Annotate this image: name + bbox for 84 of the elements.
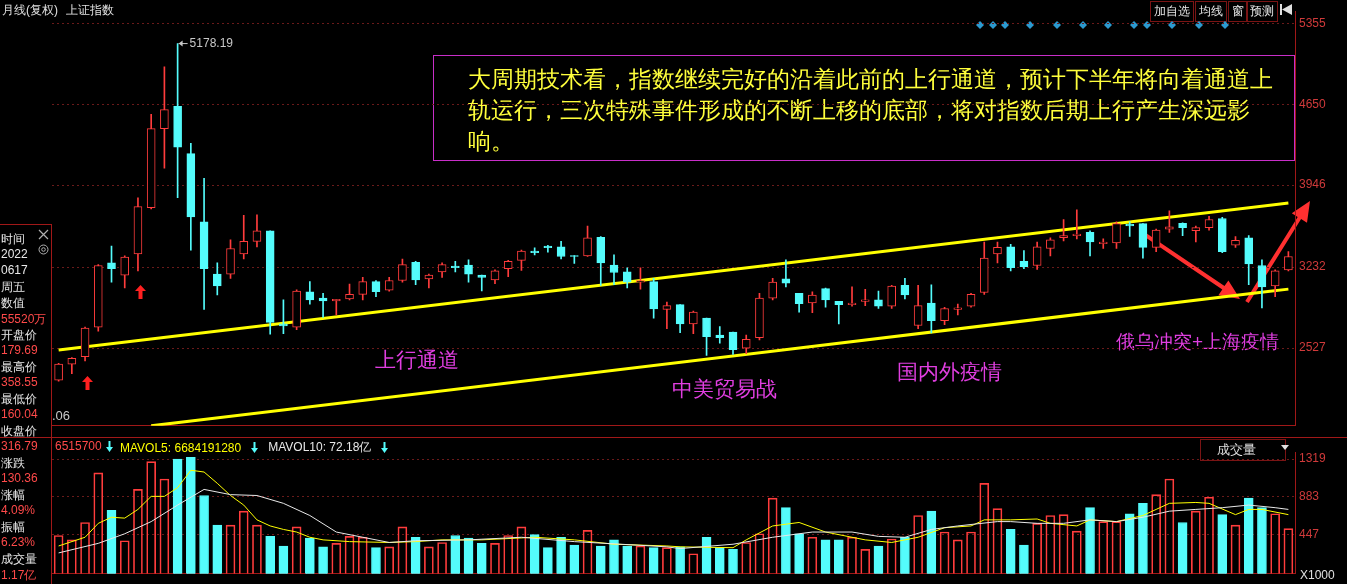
text: 成交量 — [1, 551, 37, 568]
y-tick-label: 1319 — [1299, 451, 1327, 466]
bar — [1019, 544, 1029, 574]
text: X1000 — [1300, 568, 1335, 582]
bar — [186, 456, 196, 574]
y-tick-label: 2527 — [1299, 340, 1327, 355]
text: 收盘价 — [1, 423, 37, 440]
bar — [1138, 503, 1148, 574]
annotation: 预测 — [1246, 1, 1278, 22]
candlestick — [662, 301, 672, 330]
text: 4.09% — [1, 503, 36, 517]
bar — [622, 545, 633, 574]
candlestick — [834, 301, 844, 325]
text: 开盘价 — [1, 327, 37, 344]
bar — [1257, 507, 1267, 574]
text: 55520万 — [1, 311, 47, 328]
bar — [569, 544, 580, 574]
text: 130.36 — [1, 471, 38, 485]
text: 时间 — [1, 231, 25, 248]
text: 涨幅 — [1, 487, 25, 504]
text: 最低价 — [1, 391, 37, 408]
annotation: 国内外疫情 — [897, 359, 1002, 385]
bar — [714, 547, 725, 574]
chart-subtitle: 上证指数 — [66, 2, 114, 19]
annotation: 上行通道 — [375, 347, 459, 373]
bar — [212, 524, 223, 574]
annotation: 5178.19 — [189, 35, 234, 50]
bar — [1243, 497, 1254, 574]
text: MAVOL10: 72.18亿 — [268, 439, 372, 456]
text: 6.23% — [1, 535, 36, 549]
bar — [450, 535, 461, 574]
y-tick-label: 447 — [1299, 527, 1320, 542]
bar — [1005, 529, 1016, 574]
annotation: 中美贸易战 — [672, 376, 777, 402]
text: 2022 — [1, 247, 28, 261]
bar — [1177, 522, 1188, 574]
bar — [1217, 514, 1228, 574]
text: 周五 — [1, 279, 25, 296]
text: 最高价 — [1, 359, 37, 376]
text: 316.79 — [1, 439, 38, 453]
candlestick — [953, 303, 963, 316]
y-tick-label: 3946 — [1299, 177, 1327, 192]
bar — [833, 539, 844, 574]
annotation: 加自选 — [1150, 1, 1194, 22]
bar — [199, 495, 209, 574]
y-tick-label: 5355 — [1299, 15, 1327, 30]
annotation: 均线 — [1195, 1, 1227, 22]
bar — [543, 547, 553, 574]
bar — [318, 546, 328, 574]
text: 1.17亿 — [1, 567, 37, 584]
text: 179.69 — [1, 343, 38, 357]
y-tick-label: 3232 — [1299, 259, 1327, 274]
text: 振幅 — [1, 519, 25, 536]
annotation: 窗 — [1228, 1, 1248, 22]
bar — [595, 545, 606, 574]
bar — [728, 549, 738, 574]
bar — [371, 547, 381, 574]
candlestick — [1072, 209, 1082, 240]
annotation: .06 — [52, 408, 71, 423]
bar — [1124, 513, 1135, 574]
bar — [476, 543, 487, 574]
candlestick — [860, 288, 870, 306]
candlestick — [477, 274, 487, 292]
bar — [556, 536, 566, 574]
annotation: 6515700 — [55, 439, 102, 453]
bar — [675, 546, 685, 574]
bar — [609, 539, 619, 574]
bar — [794, 533, 804, 574]
bar — [265, 536, 276, 574]
y-tick-label: 883 — [1299, 489, 1320, 504]
bar — [900, 536, 910, 574]
text: 160.04 — [1, 407, 38, 421]
bar — [648, 547, 659, 574]
text: MAVOL5: 6684191280 — [120, 440, 242, 455]
text: 358.55 — [1, 375, 38, 389]
text: 数值 — [1, 295, 25, 312]
chart-title: 月线(复权) — [2, 2, 58, 19]
bar — [1085, 507, 1095, 574]
annotation: 成交量 — [1200, 439, 1286, 461]
bar — [305, 537, 315, 574]
y-tick-label: 4650 — [1299, 96, 1327, 111]
text: 涨跌 — [1, 455, 25, 472]
bar — [781, 507, 791, 574]
text: 0617 — [1, 263, 28, 277]
